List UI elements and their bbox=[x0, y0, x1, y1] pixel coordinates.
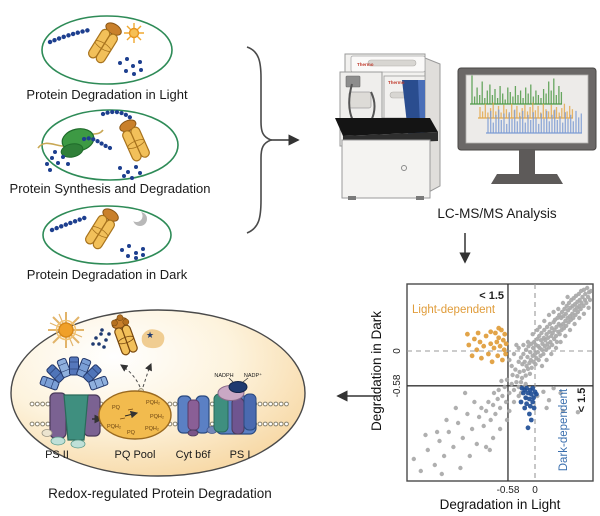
nadp-label: NADP⁺ bbox=[244, 372, 262, 379]
proteasome-icon bbox=[119, 119, 150, 162]
panel-protein-degradation-dark: Protein Degradation in Dark bbox=[27, 205, 188, 282]
pq-molecule: PQH₂ bbox=[145, 426, 159, 432]
sample-tray bbox=[335, 118, 438, 136]
mass-spectrometer: Thermo Thermo bbox=[335, 53, 441, 200]
threshold-top-label: < 1.5 bbox=[479, 290, 504, 302]
scatter-points bbox=[411, 285, 592, 477]
dark-dependent-label: Dark-dependent bbox=[558, 388, 570, 471]
x-tick-0: 0 bbox=[532, 485, 538, 496]
moon-icon bbox=[130, 210, 147, 226]
nascent-peptide-chain bbox=[81, 136, 113, 151]
panel-protein-degradation-light: Protein Degradation in Light bbox=[26, 15, 188, 102]
amino-acid-dots bbox=[45, 150, 142, 180]
pq-molecule: PQ bbox=[127, 430, 136, 436]
ferredoxin bbox=[228, 381, 248, 393]
pathway-cell: ★ bbox=[10, 309, 306, 477]
thermo-logo: Thermo bbox=[388, 80, 405, 85]
psi-label: PS I bbox=[230, 449, 251, 461]
peptide-chain bbox=[47, 27, 92, 45]
y-axis-label: Degradation in Dark bbox=[369, 311, 384, 431]
panel-synthesis-label: Protein Synthesis and Degradation bbox=[10, 181, 211, 196]
cytb6f-label: Cyt b6f bbox=[176, 449, 212, 461]
instrument-cabinet bbox=[341, 139, 431, 199]
psii-complex bbox=[39, 356, 109, 449]
ribosome-icon bbox=[60, 128, 95, 158]
amino-acid-dots bbox=[118, 57, 143, 76]
proteasome-icon bbox=[111, 314, 138, 356]
cabinet-door-handle bbox=[401, 165, 407, 171]
pq-molecule: PQH₂ bbox=[146, 400, 160, 406]
proteasome-icon bbox=[87, 22, 122, 64]
x-tick-neg058: -0.58 bbox=[497, 485, 520, 496]
psii-label: PS II bbox=[45, 449, 69, 461]
lcmsms-label: LC-MS/MS Analysis bbox=[437, 206, 557, 221]
cytb6f-complex bbox=[177, 395, 210, 437]
x-axis-label: Degradation in Light bbox=[440, 497, 561, 512]
panel-light-label: Protein Degradation in Light bbox=[26, 87, 188, 102]
thermo-logo: Thermo bbox=[357, 62, 374, 67]
monitor bbox=[457, 67, 597, 184]
pq-pool: PQ PQH₂ PQH₂ PQH₂ PQ PQH₂ bbox=[98, 390, 172, 440]
y-tick-neg058: -0.58 bbox=[392, 374, 403, 397]
pq-molecule: PQH₂ bbox=[107, 424, 121, 430]
pq-molecule: PQH₂ bbox=[150, 414, 164, 420]
pathway-caption: Redox-regulated Protein Degradation bbox=[48, 486, 272, 501]
degraded-protein: ★ bbox=[141, 329, 165, 349]
amino-acid-dots bbox=[91, 328, 111, 349]
y-tick-0: 0 bbox=[392, 348, 403, 354]
peptide-chain bbox=[100, 109, 135, 122]
light-dependent-label: Light-dependent bbox=[412, 304, 496, 316]
panel-dark-label: Protein Degradation in Dark bbox=[27, 267, 188, 282]
monitor-stand bbox=[519, 150, 535, 174]
monitor-base bbox=[491, 174, 563, 184]
pq-pool-label: PQ Pool bbox=[115, 449, 156, 461]
sun-icon bbox=[48, 312, 84, 348]
amino-acid-dots bbox=[120, 244, 145, 260]
proteasome-icon bbox=[84, 208, 119, 250]
pq-molecule: PQ bbox=[112, 405, 121, 411]
panel-protein-synthesis-degradation: Protein Synthesis and Degradation bbox=[10, 109, 211, 196]
threshold-right-label: < 1.5 bbox=[576, 388, 588, 413]
nadph-label: NADPH bbox=[214, 373, 233, 379]
ubiquitin-star: ★ bbox=[146, 330, 154, 340]
sun-icon bbox=[124, 23, 144, 43]
peptide-chain bbox=[49, 214, 90, 233]
curly-brace bbox=[246, 46, 274, 234]
psi-complex: NADPH NADP⁺ bbox=[213, 372, 262, 435]
threshold-lines bbox=[407, 284, 593, 481]
chromatogram-traces bbox=[470, 75, 582, 134]
scatter-plot: < 1.5 Light-dependent Dark-dependent < 1… bbox=[369, 283, 594, 512]
